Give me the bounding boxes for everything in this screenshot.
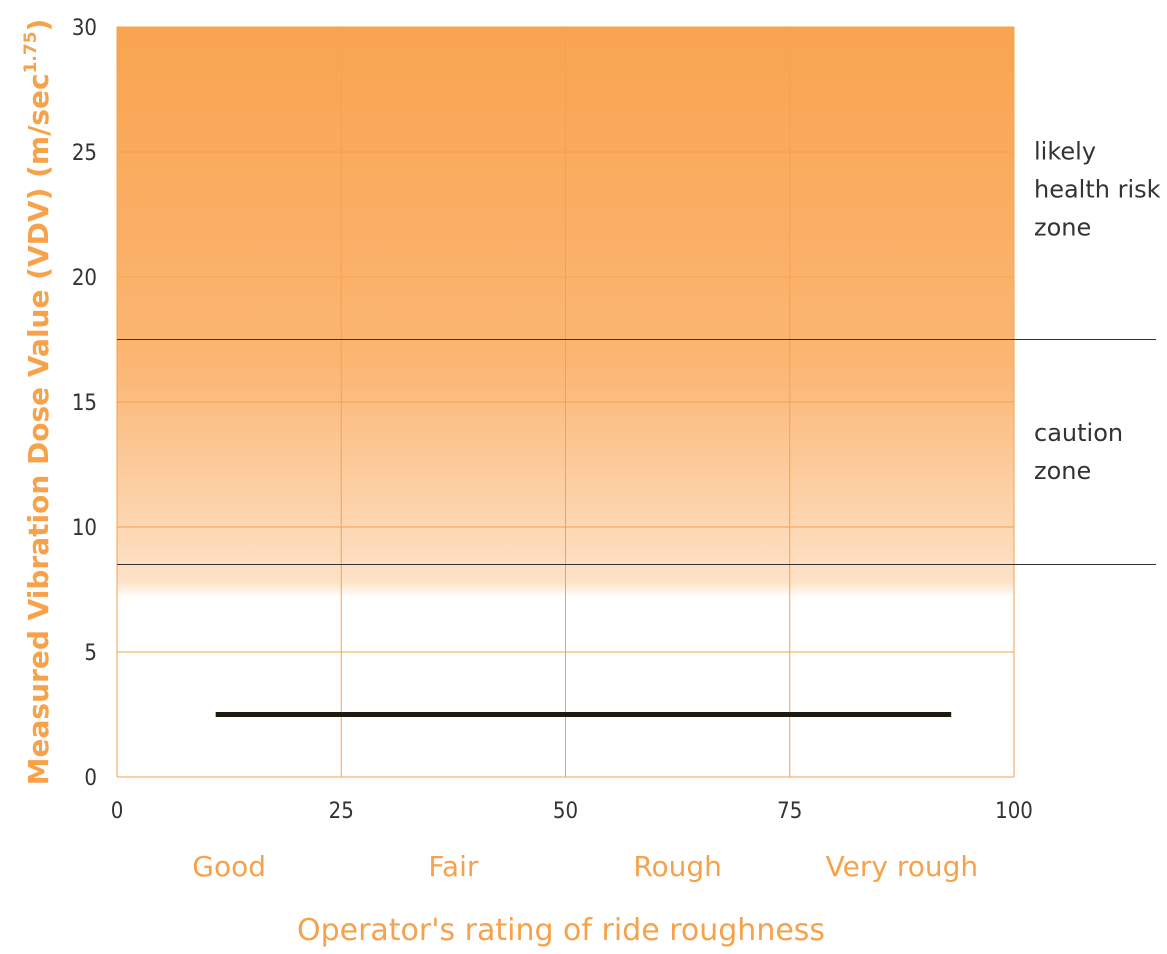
zone-label-0-line-1: health risk <box>1034 176 1161 204</box>
y-axis-label-exponent: 1.75 <box>21 31 41 73</box>
y-axis-ticks: 0 5 10 15 20 25 30 <box>72 16 97 791</box>
y-tick-label-20: 20 <box>72 266 97 291</box>
y-tick-label-25: 25 <box>72 141 97 166</box>
zone-label-1-line-0: caution <box>1034 419 1123 447</box>
category-label-0: Good <box>192 850 266 883</box>
y-axis-label: Measured Vibration Dose Value (VDV) (m/s… <box>21 19 55 786</box>
x-tick-label-100: 100 <box>995 799 1033 824</box>
category-label-3: Very rough <box>826 850 978 883</box>
zone-label-1-line-1: zone <box>1034 457 1091 485</box>
y-axis-label-suffix: ) <box>22 19 55 32</box>
category-labels: Good Fair Rough Very rough <box>192 850 978 883</box>
y-tick-label-30: 30 <box>72 16 97 41</box>
zone-labels: likely health risk zone caution zone <box>1034 138 1161 486</box>
x-tick-label-75: 75 <box>777 799 802 824</box>
y-tick-label-15: 15 <box>72 391 97 416</box>
x-axis-label: Operator's rating of ride roughness <box>297 913 825 948</box>
y-tick-label-0: 0 <box>84 766 97 791</box>
x-tick-label-50: 50 <box>553 799 578 824</box>
category-label-1: Fair <box>428 850 478 883</box>
y-tick-label-5: 5 <box>84 641 97 666</box>
x-tick-label-25: 25 <box>329 799 354 824</box>
threshold-lines <box>117 339 1156 565</box>
x-tick-label-0: 0 <box>111 799 124 824</box>
x-axis-ticks: 0 25 50 75 100 <box>111 799 1033 824</box>
zone-label-0-line-0: likely <box>1034 138 1096 166</box>
y-tick-label-10: 10 <box>72 516 97 541</box>
zone-label-0-line-2: zone <box>1034 214 1091 242</box>
grid <box>116 26 1015 778</box>
category-label-2: Rough <box>633 850 722 883</box>
y-axis-label-text: Measured Vibration Dose Value (VDV) (m/s… <box>22 73 55 785</box>
